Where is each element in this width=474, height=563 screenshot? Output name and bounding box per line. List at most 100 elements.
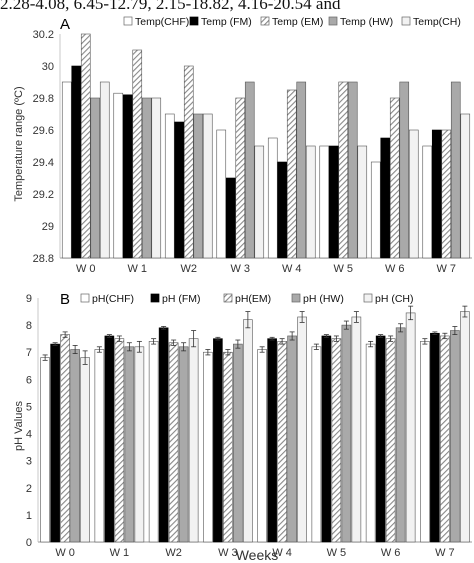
legend-label-em: Temp (EM) <box>272 16 323 28</box>
bar-fm-w0 <box>50 343 60 543</box>
bar-chf-w3 <box>203 351 213 543</box>
x-tick-label: W 7 <box>436 263 456 275</box>
legend-swatch-fm <box>189 16 199 26</box>
bar-hw-w7 <box>450 81 461 259</box>
bar-fm-w1 <box>104 335 115 543</box>
legend-swatch-ch <box>401 16 411 26</box>
legend-swatch-fm <box>150 293 160 303</box>
bar-fm-w3 <box>225 177 236 259</box>
legend-swatch-em <box>223 293 233 303</box>
y-tick-label: 30.2 <box>33 29 54 41</box>
x-tick-label: W 0 <box>76 263 96 275</box>
x-tick-label: W 1 <box>127 263 147 275</box>
bar-em-w3 <box>235 97 246 259</box>
bar-ch-w3 <box>254 145 265 259</box>
bar-fm-w5 <box>321 335 332 543</box>
legend-swatch-chf <box>80 293 90 303</box>
bar-em-w7 <box>441 129 452 259</box>
bar-em-w0 <box>60 334 70 543</box>
bar-fm-w1 <box>122 94 133 259</box>
x-tick-label: W 3 <box>218 547 238 559</box>
y-tick-label: 29.4 <box>33 157 54 169</box>
bar-em-w1 <box>114 338 125 543</box>
bar-hw-w0 <box>70 349 80 543</box>
legend-label-chf: pH(CHF) <box>92 293 134 305</box>
bar-ch-w2 <box>188 338 199 543</box>
legend-label-fm: pH (FM) <box>162 293 201 305</box>
y-axis-label-ph: pH Values <box>13 401 25 451</box>
x-tick-label: W 1 <box>110 547 130 559</box>
bar-chf-w4 <box>257 349 267 543</box>
bar-fm-w4 <box>277 161 288 259</box>
legend-ph: pH(CHF) pH (FM) pH(EM) pH (HW) pH (CH) <box>80 293 414 305</box>
bar-fm-w7 <box>431 129 442 259</box>
bar-fm-w3 <box>213 338 223 543</box>
y-tick-label: 1 <box>26 510 32 522</box>
bar-hw-w7 <box>450 330 460 543</box>
bar-hw-w5 <box>341 324 352 543</box>
y-tick-label: 29.8 <box>33 93 54 105</box>
bar-chf-w2 <box>148 341 159 543</box>
legend-label-fm: Temp (FM) <box>201 16 252 28</box>
bar-hw-w2 <box>178 346 189 543</box>
bar-em-w6 <box>385 338 396 543</box>
bar-em-w5 <box>338 81 349 259</box>
x-tick-label: W2 <box>181 263 198 275</box>
bar-ch-w6 <box>405 312 416 543</box>
y-tick-label: 29.6 <box>33 125 54 137</box>
bar-ch-w0 <box>99 81 110 259</box>
ph-chart: B pH Values Weeks pH(CHF) pH (FM) pH(EM) pH… <box>13 291 472 563</box>
x-tick-label: W2 <box>165 547 182 559</box>
y-tick-label: 9 <box>26 293 32 305</box>
bar-ch-w5 <box>351 316 362 543</box>
bar-hw-w1 <box>141 97 152 259</box>
bar-em-w3 <box>223 351 233 543</box>
bar-hw-w6 <box>399 81 410 259</box>
bar-hw-w6 <box>395 327 406 543</box>
x-axis-label-weeks: Weeks <box>236 547 279 563</box>
bar-fm-w6 <box>380 137 391 259</box>
y-tick-label: 3 <box>26 456 32 468</box>
bar-fm-w5 <box>328 145 339 259</box>
legend-label-hw: Temp (HW) <box>340 16 393 28</box>
legend-temperature: Temp(CHF) Temp (FM) Temp (EM) Temp (HW) Temp… <box>123 16 461 28</box>
y-tick-label: 30 <box>42 61 54 73</box>
bar-chf-w5 <box>311 346 322 543</box>
bar-chf-w1 <box>113 92 124 259</box>
caption-fragment: 2.28-4.08, 6.45-12.79, 2.15-18.82, 4.16-… <box>0 0 341 13</box>
bar-fm-w7 <box>430 332 440 543</box>
bar-em-w2 <box>168 342 179 543</box>
legend-label-ch: pH (CH) <box>375 293 414 305</box>
legend-label-em: pH(EM) <box>235 293 271 305</box>
x-tick-label: W 6 <box>381 547 401 559</box>
panel-label-a: A <box>60 16 70 33</box>
y-tick-label: 29 <box>42 221 54 233</box>
x-tick-label: W 7 <box>435 547 455 559</box>
legend-swatch-em <box>260 16 270 26</box>
y-tick-label: 7 <box>26 347 32 359</box>
bar-em-w2 <box>183 65 194 259</box>
bar-ch-w2 <box>202 113 213 259</box>
legend-swatch-chf <box>123 16 133 26</box>
bar-em-w0 <box>80 33 91 259</box>
bar-em-w6 <box>389 97 400 259</box>
bar-hw-w1 <box>124 346 135 543</box>
bar-chf-w1 <box>94 349 105 543</box>
x-tick-label: W 6 <box>385 263 405 275</box>
bar-hw-w0 <box>90 97 101 259</box>
bar-ch-w7 <box>460 113 471 259</box>
y-tick-label: 8 <box>26 320 32 332</box>
bar-chf-w0 <box>40 357 50 543</box>
bar-chf-w5 <box>319 145 330 259</box>
x-tick-label: W 3 <box>230 263 250 275</box>
bar-chf-w3 <box>216 129 227 259</box>
y-tick-label: 6 <box>26 374 32 386</box>
bar-ch-w6 <box>408 129 419 259</box>
bar-ch-w1 <box>151 97 162 259</box>
bar-ch-w4 <box>305 145 316 259</box>
bar-chf-w6 <box>365 343 376 543</box>
y-tick-label: 5 <box>26 401 32 413</box>
y-tick-label: 29.2 <box>33 189 54 201</box>
legend-label-ch: Temp(CH) <box>413 16 461 28</box>
legend-swatch-ch <box>363 293 373 303</box>
